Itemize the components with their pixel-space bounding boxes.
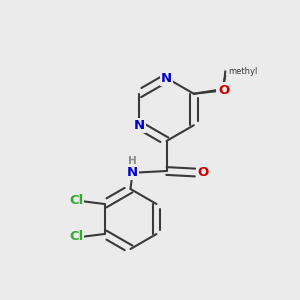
Text: N: N: [126, 166, 138, 179]
Text: Cl: Cl: [69, 230, 83, 244]
Text: N: N: [161, 71, 172, 85]
Text: N: N: [134, 119, 145, 132]
Text: O: O: [218, 84, 230, 97]
Text: Cl: Cl: [69, 194, 83, 208]
Text: H: H: [128, 156, 136, 166]
Text: O: O: [197, 166, 208, 179]
Text: methyl: methyl: [228, 67, 258, 76]
Text: O: O: [217, 83, 228, 96]
